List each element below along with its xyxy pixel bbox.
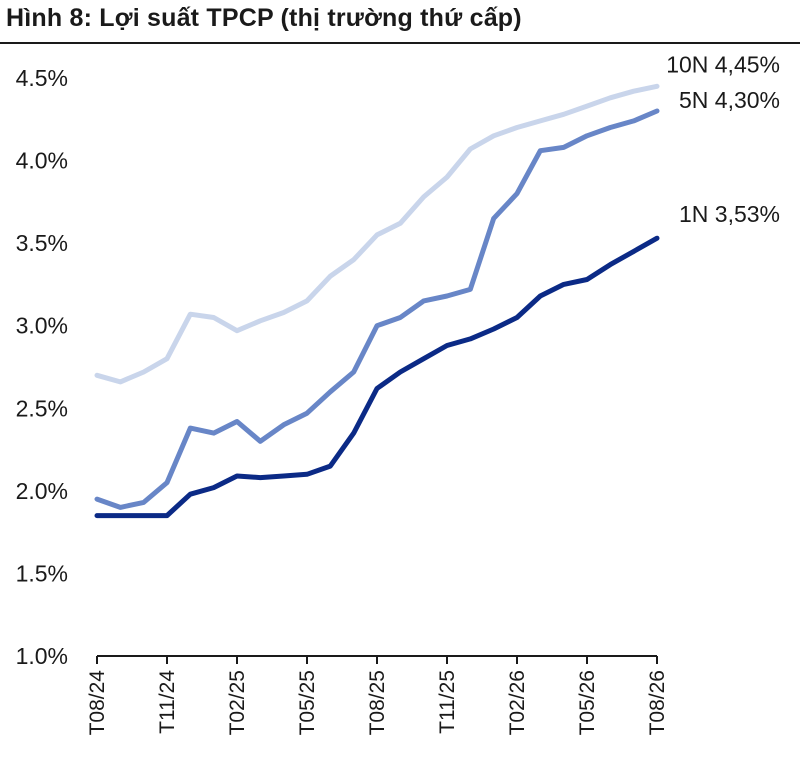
y-tick-label: 4.0%: [16, 148, 68, 174]
title-underline: [0, 42, 800, 44]
y-tick-label: 1.5%: [16, 560, 68, 586]
end-label-5n: 5N 4,30%: [679, 87, 780, 113]
x-tick-label: T08/26: [646, 670, 669, 735]
x-tick-label: T02/25: [226, 670, 249, 735]
x-tick-label: T02/26: [506, 670, 529, 735]
chart-title: Hình 8: Lợi suất TPCP (thị trường thứ cấ…: [6, 4, 522, 32]
y-tick-label: 2.5%: [16, 395, 68, 421]
y-tick-label: 4.5%: [16, 65, 68, 91]
x-tick-label: T08/25: [366, 670, 389, 735]
series-lines: [94, 83, 660, 519]
end-label-10n: 10N 4,45%: [666, 51, 780, 77]
x-tick-label: T11/25: [436, 670, 459, 734]
y-tick-label: 3.5%: [16, 230, 68, 256]
x-tick-label: T11/24: [156, 670, 179, 734]
series-line-5n: [94, 108, 660, 510]
y-tick-label: 3.0%: [16, 313, 68, 339]
end-label-1n: 1N 3,53%: [679, 201, 780, 227]
y-tick-label: 1.0%: [16, 643, 68, 669]
axes: 1.0% 1.5% 2.0% 2.5% 3.0% 3.5% 4.0% 4.5% T08/24 T1…: [16, 65, 669, 735]
y-tick-label: 2.0%: [16, 478, 68, 504]
x-tick-label: T05/25: [296, 670, 319, 735]
series-line-1n: [94, 235, 660, 519]
x-tick-label: T08/24: [86, 670, 109, 736]
x-tick-label: T05/26: [576, 670, 599, 735]
series-line-10n: [94, 83, 660, 385]
series-end-labels: 10N 4,45% 5N 4,30% 1N 3,53%: [666, 51, 780, 227]
